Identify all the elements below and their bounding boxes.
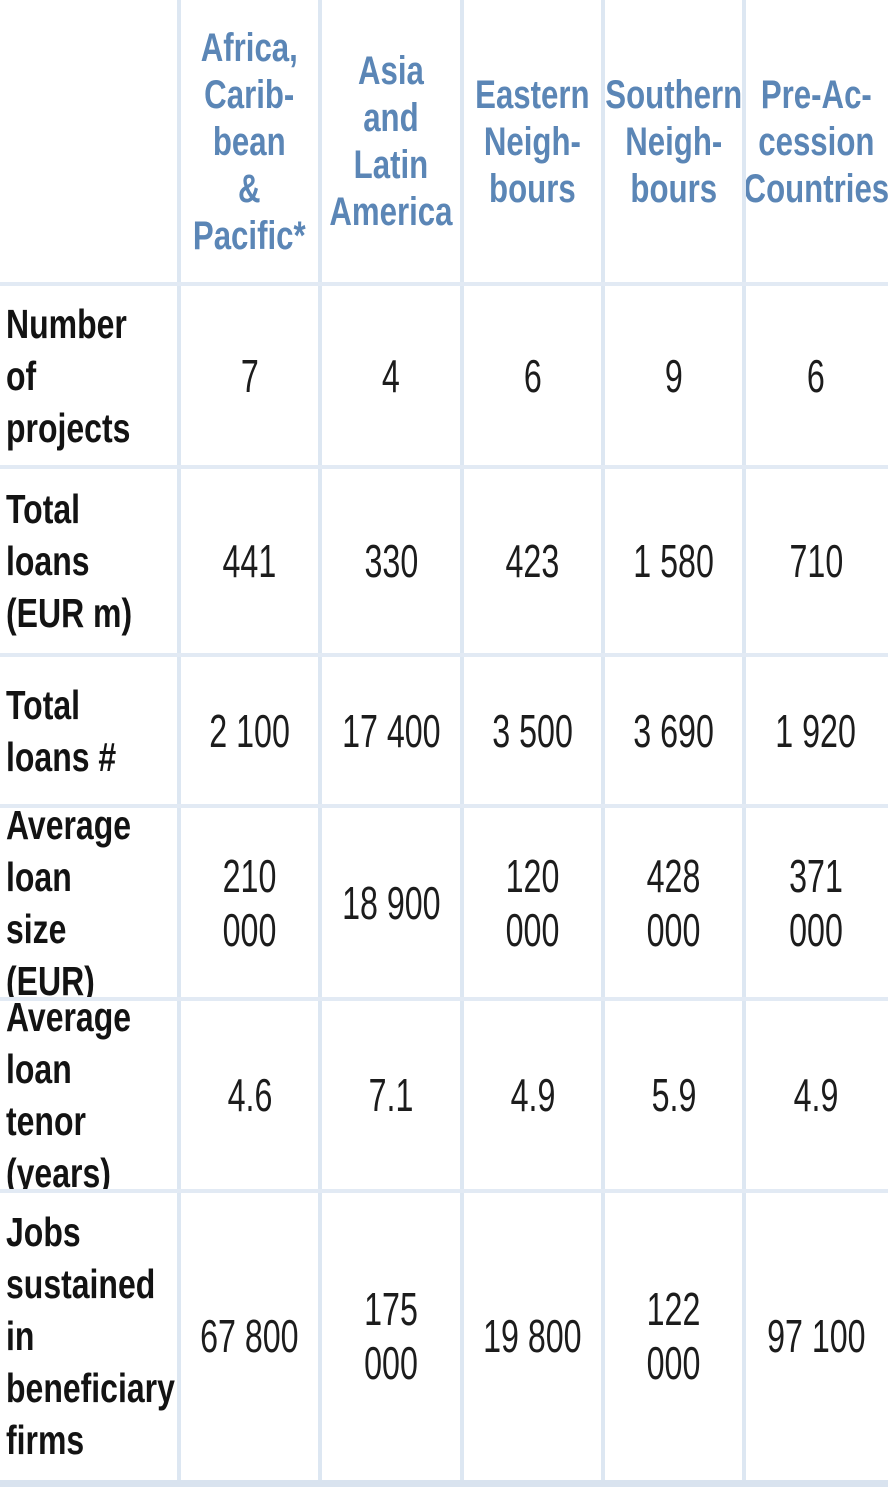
value-cell: 4.9: [510, 1069, 555, 1121]
value-cell: 441: [222, 535, 277, 587]
value-cell: 7.1: [368, 1069, 414, 1121]
row-label-jobs-sustained: Jobs sustained in beneficiary firms: [6, 1208, 175, 1463]
row-divider: [0, 465, 888, 469]
column-header-pre-accession: Pre-Ac- cession Countries: [744, 72, 888, 211]
value-cell: 18 900: [341, 876, 441, 929]
column-divider: [177, 0, 181, 1480]
column-divider: [460, 0, 464, 1480]
value-cell: 3 500: [492, 704, 573, 757]
value-cell: 4: [382, 349, 400, 402]
value-cell: 4.6: [227, 1069, 272, 1121]
value-cell: 710: [789, 535, 843, 587]
value-cell: 175 000: [364, 1282, 418, 1389]
column-header-acp: Africa, Carib- bean & Pacific*: [193, 25, 306, 258]
value-cell: 3 690: [633, 704, 714, 757]
value-cell: 371 000: [789, 849, 843, 956]
column-header-southern-neighbours: Southern Neigh- bours: [605, 72, 742, 211]
value-cell: 9: [664, 349, 683, 402]
column-divider: [318, 0, 322, 1480]
value-cell: 120 000: [505, 849, 560, 956]
value-cell: 5.9: [651, 1069, 696, 1121]
value-cell: 1 580: [633, 535, 714, 587]
bottom-border-bar: [0, 1480, 888, 1487]
value-cell: 423: [505, 535, 560, 587]
value-cell: 67 800: [200, 1309, 299, 1362]
value-cell: 7: [240, 349, 259, 402]
value-cell: 122 000: [646, 1282, 701, 1389]
value-cell: 6: [807, 349, 825, 402]
value-cell: 17 400: [341, 704, 441, 757]
value-cell: 19 800: [483, 1309, 582, 1362]
row-label-average-loan-size: Average loan size (EUR): [6, 806, 132, 999]
column-header-asia-latin-america: Asia and Latin America: [329, 49, 453, 234]
row-label-total-loans-eur-m: Total loans (EUR m): [6, 486, 133, 636]
corner-cell: [0, 0, 179, 284]
row-divider: [0, 282, 888, 286]
row-label-total-loans-count: Total loans #: [6, 681, 117, 780]
value-cell: 210 000: [222, 849, 277, 956]
value-cell: 6: [523, 349, 542, 402]
column-divider: [742, 0, 746, 1480]
column-divider: [601, 0, 605, 1480]
row-divider: [0, 1189, 888, 1193]
row-divider: [0, 997, 888, 1001]
row-divider: [0, 653, 888, 657]
row-label-number-of-projects: Number of projects: [6, 300, 131, 451]
value-cell: 428 000: [646, 849, 701, 956]
value-cell: 2 100: [209, 704, 290, 757]
value-cell: 4.9: [793, 1069, 839, 1121]
value-cell: 97 100: [766, 1309, 866, 1362]
value-cell: 330: [364, 535, 418, 587]
column-header-eastern-neighbours: Eastern Neigh- bours: [475, 72, 590, 211]
row-label-average-loan-tenor: Average loan tenor (years): [6, 999, 132, 1191]
value-cell: 1 920: [775, 704, 857, 757]
row-divider: [0, 804, 888, 808]
